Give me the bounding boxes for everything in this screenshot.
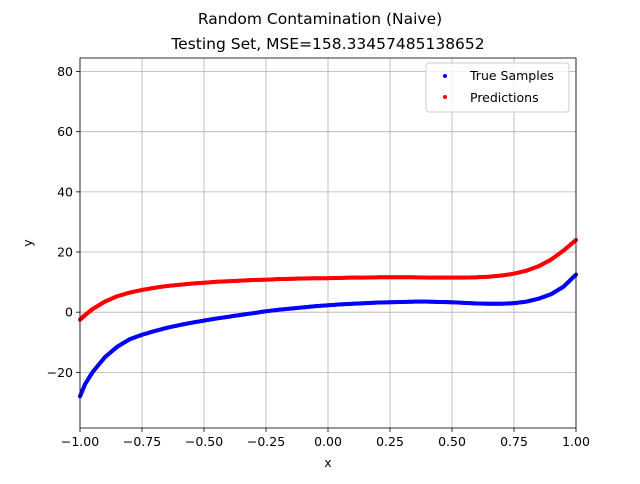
y-tick-label: 60 <box>57 124 73 139</box>
y-tick-label: 40 <box>57 184 73 199</box>
y-tick-label: −20 <box>47 365 73 380</box>
axis-ticks: −1.00 −0.75 −0.50 −0.25 0.00 0.25 0.50 0.75 1.00… <box>47 64 590 449</box>
x-tick-label: 0.75 <box>500 434 528 449</box>
legend: True Samples Predictions <box>425 62 570 113</box>
legend-label-predictions: Predictions <box>470 90 539 105</box>
y-tick-label: 20 <box>57 245 73 260</box>
x-tick-label: −0.75 <box>123 434 161 449</box>
x-tick-label: 0.25 <box>376 434 404 449</box>
x-tick-label: 0.50 <box>438 434 466 449</box>
x-tick-label: −1.00 <box>61 434 99 449</box>
series-predictions <box>78 237 578 322</box>
x-tick-label: 1.00 <box>562 434 590 449</box>
data-series <box>78 237 578 399</box>
legend-marker-true-samples <box>443 74 447 78</box>
y-tick-label: 80 <box>57 64 73 79</box>
y-axis-label: y <box>20 239 35 247</box>
x-axis-label: x <box>324 455 331 470</box>
chart-subtitle: Testing Set, MSE=158.33457485138652 <box>170 35 484 53</box>
legend-box <box>425 62 570 113</box>
x-tick-label: 0.00 <box>314 434 342 449</box>
chart-title: Random Contamination (Naive) <box>198 10 442 28</box>
legend-label-true-samples: True Samples <box>469 68 554 83</box>
x-tick-label: −0.50 <box>185 434 223 449</box>
legend-marker-predictions <box>443 95 447 99</box>
x-tick-label: −0.25 <box>247 434 285 449</box>
y-tick-label: 0 <box>65 305 73 320</box>
series-true-samples <box>78 272 578 399</box>
